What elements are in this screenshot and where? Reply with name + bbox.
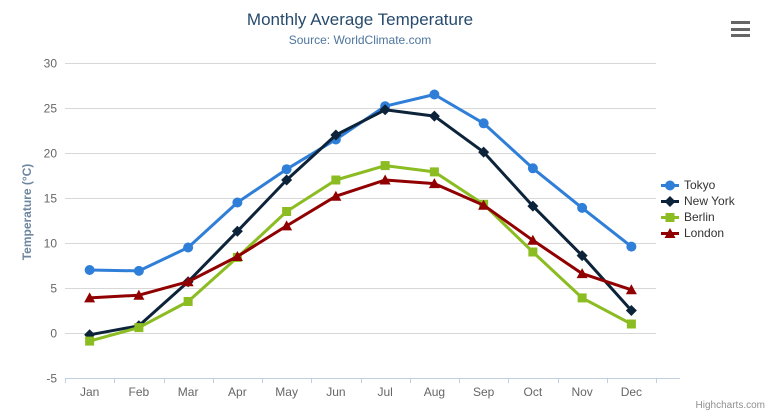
legend-item-berlin[interactable]: Berlin — [661, 209, 735, 225]
data-point-london[interactable] — [281, 220, 293, 231]
xaxis-tick-label: Aug — [424, 385, 445, 399]
yaxis-tick-label: 30 — [44, 57, 58, 71]
yaxis-tick-label: 0 — [50, 327, 57, 341]
series-line-london — [88, 178, 633, 300]
data-point-berlin[interactable] — [85, 336, 95, 346]
data-point-tokyo[interactable] — [577, 202, 588, 213]
data-point-new-york[interactable] — [527, 200, 539, 212]
legend-item-new-york[interactable]: New York — [661, 193, 735, 209]
data-point-berlin[interactable] — [626, 319, 636, 329]
data-point-berlin[interactable] — [282, 207, 292, 216]
yaxis-tick-label: 10 — [44, 237, 58, 251]
xaxis-tick-label: Apr — [228, 385, 247, 399]
yaxis-tick-label: 20 — [44, 147, 58, 161]
hamburger-icon — [731, 21, 750, 24]
data-point-london[interactable] — [231, 251, 243, 261]
chart-title: Monthly Average Temperature — [246, 10, 474, 29]
yaxis-tick-label: -5 — [46, 372, 57, 386]
highcharts-credit[interactable]: Highcharts.com — [695, 400, 765, 411]
data-point-london[interactable] — [84, 292, 96, 303]
square-marker-icon — [661, 212, 679, 222]
xaxis-tick-label: Dec — [621, 385, 642, 399]
legend-item-london[interactable]: London — [661, 225, 735, 241]
chart-subtitle: Source: WorldClimate.com — [288, 33, 432, 47]
legend: Tokyo New York Berlin London — [661, 177, 735, 241]
diamond-marker-icon — [661, 195, 679, 207]
data-point-new-york[interactable] — [379, 104, 391, 116]
data-point-london[interactable] — [133, 289, 145, 300]
legend-item-tokyo[interactable]: Tokyo — [661, 177, 735, 193]
xaxis-tick-label: Jul — [377, 385, 392, 399]
data-point-new-york[interactable] — [576, 250, 588, 262]
data-point-london[interactable] — [576, 268, 588, 279]
data-point-new-york[interactable] — [330, 129, 342, 141]
data-point-tokyo[interactable] — [281, 164, 292, 175]
data-point-berlin[interactable] — [331, 175, 341, 185]
yaxis-title: Temperature (°C) — [20, 163, 34, 261]
series-london — [84, 174, 637, 303]
circle-marker-icon — [661, 180, 679, 190]
xaxis-tick-label: Oct — [524, 385, 543, 399]
xaxis-tick-label: Sep — [473, 385, 495, 399]
legend-label-new-york: New York — [684, 194, 735, 208]
hamburger-icon — [731, 34, 750, 37]
series-line-berlin — [88, 164, 633, 343]
xaxis-tick-label: Feb — [129, 385, 150, 399]
triangle-marker-icon — [661, 227, 679, 238]
data-point-tokyo[interactable] — [527, 163, 538, 174]
data-point-berlin[interactable] — [528, 247, 538, 257]
data-point-berlin[interactable] — [134, 323, 144, 333]
xaxis-tick-label: Mar — [178, 385, 199, 399]
data-point-london[interactable] — [182, 276, 194, 287]
data-point-berlin[interactable] — [429, 167, 439, 177]
yaxis-tick-label: 25 — [44, 102, 58, 116]
data-point-tokyo[interactable] — [429, 89, 440, 100]
data-point-new-york[interactable] — [281, 174, 293, 186]
series-tokyo — [84, 89, 637, 276]
legend-label-berlin: Berlin — [684, 210, 715, 224]
data-point-tokyo[interactable] — [84, 265, 95, 275]
data-point-london[interactable] — [625, 284, 637, 295]
series-new-york — [84, 104, 637, 341]
xaxis-tick-label: Jun — [326, 385, 345, 399]
data-point-london[interactable] — [527, 234, 539, 245]
data-point-london[interactable] — [478, 199, 490, 210]
data-point-berlin[interactable] — [183, 297, 193, 306]
data-point-new-york[interactable] — [478, 146, 490, 158]
xaxis-tick-label: Nov — [571, 385, 592, 399]
data-point-tokyo[interactable] — [133, 265, 144, 276]
export-menu-button[interactable] — [730, 20, 751, 38]
legend-label-london: London — [684, 226, 725, 240]
data-point-london[interactable] — [428, 178, 440, 189]
data-point-new-york[interactable] — [625, 305, 637, 316]
yaxis-tick-label: 5 — [50, 282, 57, 296]
data-point-tokyo[interactable] — [626, 241, 637, 252]
legend-label-tokyo: Tokyo — [684, 178, 716, 192]
yaxis-tick-label: 15 — [44, 192, 58, 206]
data-point-new-york[interactable] — [428, 110, 440, 122]
data-point-tokyo[interactable] — [478, 118, 489, 129]
series-line-new-york — [88, 108, 633, 337]
xaxis-tick-label: Jan — [80, 385, 99, 399]
data-point-berlin[interactable] — [577, 293, 587, 303]
data-point-new-york[interactable] — [231, 225, 243, 237]
data-point-tokyo[interactable] — [183, 242, 194, 253]
data-point-london[interactable] — [379, 174, 391, 185]
data-point-tokyo[interactable] — [232, 197, 243, 208]
hamburger-icon — [731, 27, 750, 31]
data-point-london[interactable] — [330, 190, 342, 201]
data-point-berlin[interactable] — [380, 161, 390, 171]
xaxis-tick-label: May — [275, 385, 298, 399]
